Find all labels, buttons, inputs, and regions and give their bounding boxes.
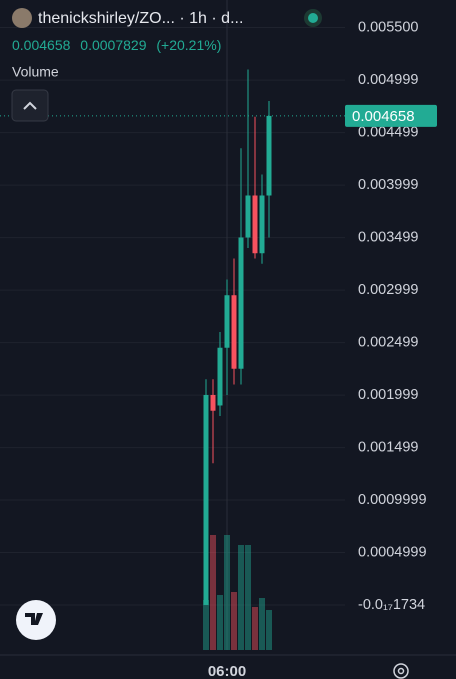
y-tick-label: 0.004499 [358, 124, 418, 140]
candles [0, 69, 345, 605]
candle-body [266, 115, 272, 196]
volume-bar [259, 598, 265, 650]
chevron-icon [23, 101, 37, 110]
y-tick-label: 0.001499 [358, 439, 418, 455]
x-tick-label: 06:00 [208, 663, 246, 679]
grid [0, 0, 345, 650]
y-tick-label: 0.002499 [358, 334, 418, 350]
y-tick-label: 0.0009999 [358, 492, 427, 508]
volume-bar [203, 600, 209, 650]
volume-bar [224, 535, 230, 650]
tv-logo-mark [25, 613, 43, 625]
y-tick-label: 0.003499 [358, 229, 418, 245]
candle-body [252, 195, 258, 254]
volume-layer [203, 535, 272, 650]
candle-body [217, 347, 223, 406]
candle-body [238, 237, 244, 369]
candle-body [210, 394, 216, 411]
candle-body [245, 195, 251, 238]
volume-bar [238, 545, 244, 650]
change-percent: (+20.21%) [156, 37, 221, 53]
y-tick-label: 0.002999 [358, 282, 418, 298]
price-tag-label: 0.004658 [352, 108, 415, 125]
candle-body [224, 295, 230, 348]
volume-bar [231, 592, 237, 650]
candle-body [259, 195, 265, 254]
volume-bar [245, 545, 251, 650]
status-dot [308, 13, 318, 23]
y-tick-label: 0.004999 [358, 72, 418, 88]
candle-body [231, 295, 237, 369]
settings-icon[interactable] [393, 663, 409, 679]
y-tick-label: -0.0₁₇1734 [358, 597, 425, 613]
candle-body [203, 394, 209, 605]
settings-icon-center [397, 667, 405, 675]
last-price: 0.004658 [12, 37, 71, 53]
volume-bar [210, 535, 216, 650]
symbol-title[interactable]: thenickshirley/ZO... · 1h · d... [38, 10, 243, 27]
y-tick-label: 0.003999 [358, 177, 418, 193]
y-tick-label: 0.0004999 [358, 544, 427, 560]
y-tick-label: 0.001999 [358, 387, 418, 403]
volume-legend: Volume [12, 64, 59, 80]
avatar [12, 8, 32, 28]
price-summary: 0.004658 0.0007829 (+20.21%) [12, 37, 221, 53]
price-axis: -0.0₁₇1734 0.0004999 0.0009999 0.001499 0.00… [345, 19, 437, 613]
y-tick-label: 0.005500 [358, 19, 418, 35]
change: 0.0007829 [80, 37, 146, 53]
price-tag [345, 104, 437, 127]
volume-bar [252, 607, 258, 650]
volume-bar [217, 595, 223, 650]
collapse-button[interactable] [11, 89, 49, 122]
volume-bar [266, 610, 272, 650]
